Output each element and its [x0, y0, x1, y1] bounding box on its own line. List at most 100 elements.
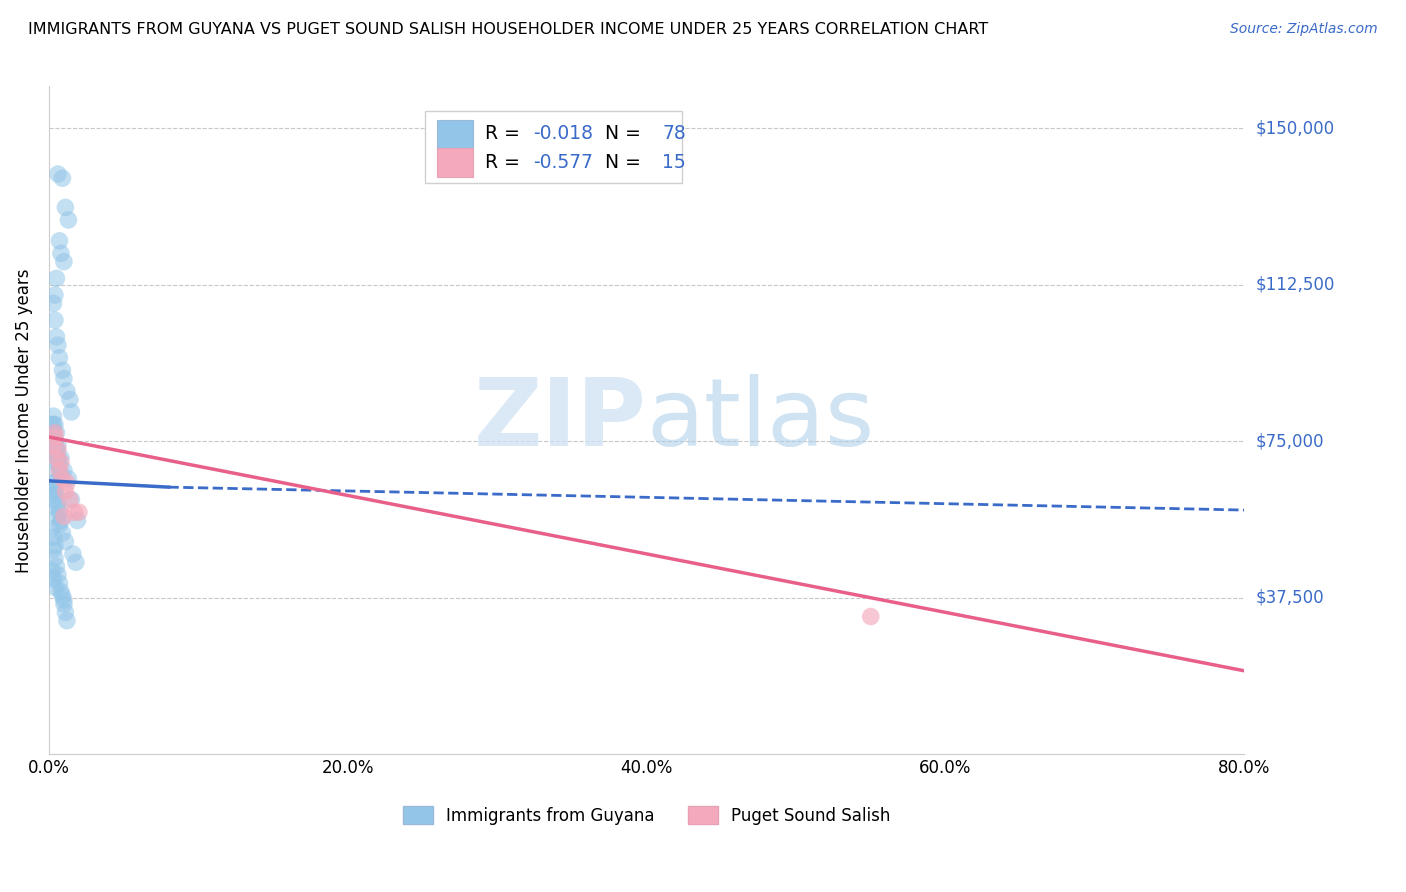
Point [62, 547, 84, 561]
Point [859, 609, 882, 624]
Point [49, 450, 72, 465]
Point [49, 467, 72, 482]
Text: atlas: atlas [647, 375, 875, 467]
Point [48, 463, 70, 477]
Point [41, 522, 63, 536]
Point [51, 171, 73, 186]
Point [58, 472, 80, 486]
Point [44, 447, 66, 461]
Point [42, 409, 65, 424]
Point [52, 463, 75, 477]
Point [45, 450, 67, 465]
Text: R =: R = [485, 124, 526, 144]
Point [52, 371, 75, 385]
Point [52, 254, 75, 268]
Point [59, 392, 82, 407]
Text: IMMIGRANTS FROM GUYANA VS PUGET SOUND SALISH HOUSEHOLDER INCOME UNDER 25 YEARS C: IMMIGRANTS FROM GUYANA VS PUGET SOUND SA… [28, 22, 988, 37]
Point [45, 442, 67, 457]
Point [51, 363, 73, 377]
Point [44, 417, 66, 432]
Point [48, 459, 70, 474]
Point [42, 484, 65, 499]
Point [52, 597, 75, 611]
Point [59, 492, 82, 507]
Point [44, 551, 66, 566]
Point [46, 438, 69, 452]
Point [42, 438, 65, 452]
Text: $112,500: $112,500 [1256, 276, 1334, 293]
Point [48, 505, 70, 519]
Text: R =: R = [485, 153, 526, 172]
FancyBboxPatch shape [426, 112, 682, 183]
Point [45, 500, 67, 515]
Point [44, 425, 66, 440]
Point [60, 492, 83, 507]
FancyBboxPatch shape [437, 120, 474, 148]
Text: $150,000: $150,000 [1256, 120, 1334, 137]
Point [46, 450, 69, 465]
Point [51, 526, 73, 541]
Point [42, 475, 65, 490]
Text: ZIP: ZIP [474, 375, 647, 467]
Point [42, 572, 65, 586]
Point [45, 559, 67, 574]
Point [42, 417, 65, 432]
Point [44, 492, 66, 507]
Point [48, 576, 70, 591]
Point [42, 296, 65, 310]
Point [49, 514, 72, 528]
Point [49, 455, 72, 469]
Y-axis label: Householder Income Under 25 years: Householder Income Under 25 years [15, 268, 32, 573]
Point [55, 484, 77, 499]
Point [65, 555, 87, 569]
Point [44, 434, 66, 449]
Point [46, 463, 69, 477]
Point [44, 430, 66, 444]
Point [42, 438, 65, 452]
Point [45, 271, 67, 285]
Point [48, 234, 70, 248]
Text: -0.018: -0.018 [533, 124, 593, 144]
Point [52, 509, 75, 524]
Point [46, 442, 69, 457]
FancyBboxPatch shape [437, 148, 474, 177]
Point [42, 542, 65, 557]
Point [44, 580, 66, 594]
Point [55, 534, 77, 549]
Text: $75,000: $75,000 [1256, 433, 1324, 450]
Point [45, 488, 67, 502]
Point [48, 351, 70, 365]
Point [44, 434, 66, 449]
Text: 78: 78 [662, 124, 686, 144]
Legend: Immigrants from Guyana, Puget Sound Salish: Immigrants from Guyana, Puget Sound Sali… [396, 799, 897, 831]
Text: N =: N = [593, 124, 647, 144]
Point [51, 589, 73, 603]
Point [41, 475, 63, 490]
Point [55, 605, 77, 619]
Point [49, 584, 72, 599]
Point [44, 313, 66, 327]
Point [60, 405, 83, 419]
Point [46, 509, 69, 524]
Point [48, 517, 70, 532]
Point [42, 530, 65, 544]
Point [41, 425, 63, 440]
Text: -0.577: -0.577 [533, 153, 593, 172]
Text: $37,500: $37,500 [1256, 589, 1324, 607]
Point [46, 167, 69, 181]
Text: 15: 15 [662, 153, 686, 172]
Point [66, 514, 89, 528]
Text: Source: ZipAtlas.com: Source: ZipAtlas.com [1230, 22, 1378, 37]
Point [63, 505, 86, 519]
Point [44, 539, 66, 553]
Point [45, 330, 67, 344]
Point [55, 201, 77, 215]
Point [44, 484, 66, 499]
Text: N =: N = [593, 153, 647, 172]
Point [51, 472, 73, 486]
Point [67, 505, 90, 519]
Point [44, 288, 66, 302]
Point [46, 450, 69, 465]
Point [41, 417, 63, 432]
Point [56, 614, 79, 628]
